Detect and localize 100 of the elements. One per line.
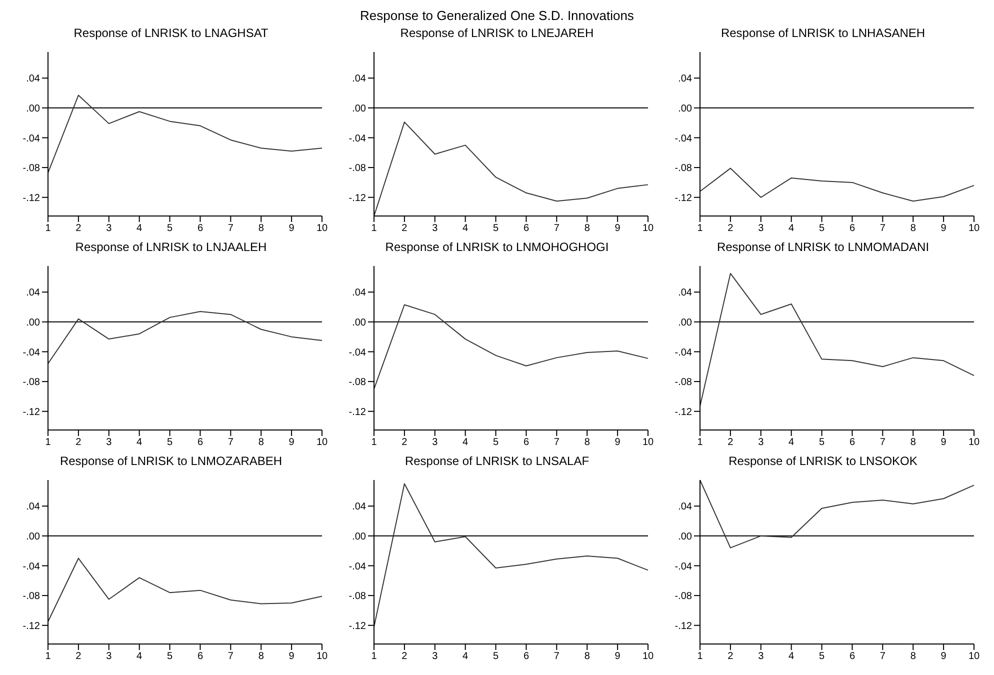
- x-tick-label: 4: [136, 651, 143, 662]
- y-tick-label: -.04: [348, 347, 366, 358]
- x-tick-label: 3: [758, 437, 764, 448]
- y-tick-label: -.04: [22, 133, 40, 144]
- chart-title: Response of LNRISK to LNHASANEH: [720, 26, 926, 42]
- x-tick-label: 5: [166, 437, 173, 448]
- chart-title: Response of LNRISK to LNMOHOGHOGI: [384, 240, 610, 256]
- y-tick-label: -.12: [22, 406, 40, 418]
- x-tick-label: 10: [642, 223, 654, 234]
- x-tick-label: 3: [432, 223, 438, 234]
- y-tick-label: .04: [678, 502, 692, 513]
- x-tick-label: 7: [880, 223, 886, 234]
- y-tick-label: -.12: [674, 620, 692, 632]
- x-tick-label: 6: [523, 437, 530, 448]
- x-tick-label: 7: [228, 223, 234, 234]
- x-tick-label: 7: [880, 437, 886, 448]
- x-tick-label: 4: [136, 437, 143, 448]
- x-tick-label: 6: [197, 651, 204, 662]
- x-tick-label: 3: [106, 651, 112, 662]
- x-tick-label: 2: [728, 437, 734, 448]
- y-tick-label: -.08: [22, 163, 40, 174]
- chart-title: Response of LNRISK to LNAGHSAT: [72, 26, 270, 42]
- x-tick-label: 3: [758, 223, 764, 234]
- y-tick-label: .00: [26, 531, 40, 542]
- x-tick-label: 7: [554, 651, 560, 662]
- x-tick-label: 5: [818, 651, 825, 662]
- x-tick-label: 1: [371, 437, 378, 448]
- y-tick-label: -.08: [348, 377, 366, 388]
- y-tick-label: .04: [678, 74, 692, 85]
- x-tick-label: 9: [940, 651, 947, 662]
- x-tick-label: 7: [880, 651, 886, 662]
- x-tick-label: 1: [45, 437, 52, 448]
- y-tick-label: -.08: [674, 591, 692, 602]
- text: Response to Generalized One S.D. Innovations: [359, 8, 635, 25]
- y-tick-label: .00: [26, 317, 40, 328]
- y-tick-label: -.04: [348, 561, 366, 572]
- x-tick-label: 10: [642, 651, 654, 662]
- y-tick-label: -.08: [674, 163, 692, 174]
- x-tick-label: 2: [402, 223, 408, 234]
- x-tick-label: 6: [523, 651, 530, 662]
- x-tick-label: 10: [316, 437, 328, 448]
- x-tick-label: 8: [584, 223, 590, 234]
- chart-title: Response of LNRISK to LNSALAF: [404, 454, 590, 470]
- x-tick-label: 7: [228, 651, 234, 662]
- x-tick-label: 8: [584, 651, 590, 662]
- y-tick-label: .00: [352, 531, 366, 542]
- x-tick-label: 9: [614, 437, 621, 448]
- x-tick-label: 2: [728, 223, 734, 234]
- y-tick-label: -.04: [674, 561, 692, 572]
- y-tick-label: .04: [352, 288, 366, 299]
- x-tick-label: 9: [614, 223, 621, 234]
- x-tick-label: 6: [849, 651, 856, 662]
- x-tick-label: 5: [818, 223, 825, 234]
- y-tick-label: .04: [26, 74, 40, 85]
- x-tick-label: 10: [968, 651, 980, 662]
- x-tick-label: 3: [106, 223, 112, 234]
- y-tick-label: -.08: [348, 591, 366, 602]
- x-tick-label: 5: [818, 437, 825, 448]
- y-tick-label: -.12: [22, 620, 40, 632]
- x-tick-label: 1: [45, 651, 52, 662]
- x-tick-label: 2: [76, 651, 82, 662]
- x-tick-label: 9: [940, 437, 947, 448]
- x-tick-label: 6: [197, 223, 204, 234]
- x-tick-label: 9: [940, 223, 947, 234]
- x-tick-label: 10: [316, 651, 328, 662]
- x-tick-label: 1: [371, 223, 378, 234]
- x-tick-label: 1: [697, 223, 704, 234]
- y-tick-label: .04: [352, 74, 366, 85]
- x-tick-label: 5: [492, 437, 499, 448]
- x-tick-label: 8: [584, 437, 590, 448]
- chart-title: Response of LNRISK to LNJAALEH: [74, 240, 268, 256]
- x-tick-label: 5: [166, 223, 173, 234]
- y-tick-label: .04: [26, 502, 40, 513]
- x-tick-label: 5: [492, 651, 499, 662]
- x-tick-label: 10: [316, 223, 328, 234]
- y-tick-label: .04: [26, 288, 40, 299]
- x-tick-label: 2: [402, 437, 408, 448]
- x-tick-label: 9: [288, 223, 295, 234]
- y-tick-label: -.12: [22, 192, 40, 204]
- x-tick-label: 8: [258, 437, 264, 448]
- y-tick-label: -.04: [348, 133, 366, 144]
- x-tick-label: 10: [968, 223, 980, 234]
- y-tick-label: -.08: [22, 591, 40, 602]
- y-tick-label: -.12: [674, 406, 692, 418]
- x-tick-label: 8: [258, 223, 264, 234]
- x-tick-label: 8: [258, 651, 264, 662]
- x-tick-label: 7: [554, 437, 560, 448]
- y-tick-label: .00: [678, 103, 692, 114]
- y-tick-label: .04: [678, 288, 692, 299]
- y-tick-label: -.08: [348, 163, 366, 174]
- chart-title: Response of LNRISK to LNSOKOK: [728, 454, 918, 470]
- x-tick-label: 6: [197, 437, 204, 448]
- y-tick-label: -.08: [674, 377, 692, 388]
- x-tick-label: 4: [136, 223, 143, 234]
- x-tick-label: 9: [288, 437, 295, 448]
- x-tick-label: 8: [910, 437, 916, 448]
- x-tick-label: 4: [788, 651, 795, 662]
- y-tick-label: -.04: [674, 347, 692, 358]
- y-tick-label: -.08: [22, 377, 40, 388]
- x-tick-label: 2: [402, 651, 408, 662]
